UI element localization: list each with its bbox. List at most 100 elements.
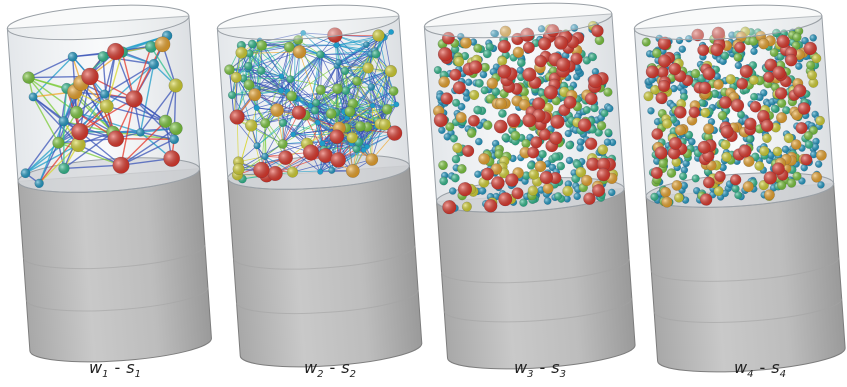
node-highlight bbox=[483, 120, 493, 130]
node-highlight bbox=[581, 174, 593, 186]
node-highlight bbox=[596, 168, 610, 182]
node-highlight bbox=[539, 171, 553, 185]
node-highlight bbox=[691, 174, 700, 183]
network-edge bbox=[282, 102, 317, 145]
node-highlight bbox=[688, 106, 700, 118]
node-highlight bbox=[703, 176, 715, 189]
node-highlight bbox=[785, 54, 798, 67]
network-edge bbox=[63, 164, 122, 170]
node-highlight bbox=[253, 162, 270, 178]
node-highlight bbox=[527, 161, 536, 170]
node-highlight bbox=[468, 60, 483, 74]
network-edge bbox=[282, 143, 321, 173]
node-highlight bbox=[71, 137, 86, 152]
node-highlight bbox=[330, 152, 346, 168]
network-node bbox=[317, 168, 324, 175]
node-highlight bbox=[770, 104, 779, 113]
node-highlight bbox=[511, 187, 524, 200]
node-highlight bbox=[542, 183, 554, 194]
node-highlight bbox=[328, 167, 336, 174]
node-highlight bbox=[641, 37, 651, 47]
node-highlight bbox=[478, 187, 487, 195]
surface-band bbox=[236, 289, 419, 315]
network-edge bbox=[349, 90, 394, 112]
node-highlight bbox=[650, 167, 663, 179]
node-highlight bbox=[762, 133, 772, 143]
node-highlight bbox=[449, 68, 462, 81]
node-highlight bbox=[449, 187, 457, 195]
node-highlight bbox=[505, 173, 519, 187]
node-highlight bbox=[573, 192, 581, 200]
node-highlight bbox=[750, 93, 758, 101]
node-highlight bbox=[362, 62, 374, 74]
node-highlight bbox=[782, 106, 791, 115]
node-highlight bbox=[244, 61, 253, 70]
network-edge bbox=[282, 95, 292, 144]
node-highlight bbox=[438, 126, 446, 134]
network-edge bbox=[79, 131, 122, 166]
network-edge bbox=[375, 53, 397, 105]
node-highlight bbox=[590, 104, 599, 113]
node-highlight bbox=[443, 133, 451, 141]
network-edge bbox=[106, 51, 123, 107]
node-highlight bbox=[480, 86, 489, 95]
node-highlight bbox=[742, 181, 754, 192]
node-highlight bbox=[539, 128, 551, 141]
node-highlight bbox=[815, 160, 823, 168]
node-highlight bbox=[467, 128, 477, 138]
node-highlight bbox=[549, 131, 563, 145]
node-highlight bbox=[666, 168, 677, 178]
network-edge bbox=[370, 53, 394, 92]
node-highlight bbox=[578, 118, 592, 132]
node-highlight bbox=[462, 201, 472, 212]
network-edge bbox=[323, 143, 352, 150]
node-highlight bbox=[490, 163, 502, 175]
network-edge bbox=[235, 40, 261, 78]
network-edge bbox=[294, 54, 321, 99]
network-edge bbox=[28, 56, 73, 79]
network-edge bbox=[297, 88, 338, 100]
node-highlight bbox=[697, 140, 711, 154]
node-highlight bbox=[527, 146, 540, 159]
network-node bbox=[393, 101, 400, 108]
node-highlight bbox=[811, 171, 822, 183]
network-edge bbox=[282, 122, 325, 150]
node-highlight bbox=[481, 167, 494, 181]
node-highlight bbox=[791, 139, 802, 150]
node-highlight bbox=[776, 112, 787, 124]
node-highlight bbox=[586, 157, 600, 171]
network-edge bbox=[319, 54, 346, 72]
solid-cylinder-body bbox=[436, 187, 636, 370]
node-highlight bbox=[291, 105, 306, 120]
node-highlight bbox=[438, 76, 450, 88]
network-node bbox=[314, 119, 321, 126]
network-edge bbox=[370, 37, 386, 88]
node-highlight bbox=[720, 51, 730, 60]
node-highlight bbox=[480, 63, 490, 72]
node-highlight bbox=[777, 98, 787, 108]
network-edge bbox=[237, 143, 284, 176]
node-highlight bbox=[737, 110, 745, 119]
node-highlight bbox=[154, 36, 171, 52]
node-highlight bbox=[551, 96, 561, 106]
network-node bbox=[388, 29, 394, 35]
node-highlight bbox=[371, 49, 381, 59]
network-node bbox=[277, 87, 285, 94]
node-highlight bbox=[749, 75, 759, 85]
node-highlight bbox=[457, 103, 466, 111]
network-edge bbox=[292, 170, 332, 173]
node-highlight bbox=[816, 150, 827, 161]
node-highlight bbox=[736, 78, 748, 90]
node-highlight bbox=[658, 158, 668, 168]
node-highlight bbox=[735, 31, 747, 42]
network-nodes bbox=[20, 30, 183, 188]
network-edge bbox=[370, 86, 386, 125]
node-highlight bbox=[284, 41, 295, 53]
node-highlight bbox=[588, 52, 597, 62]
node-highlight bbox=[455, 112, 467, 123]
node-highlight bbox=[662, 118, 672, 129]
node-highlight bbox=[67, 51, 78, 62]
node-highlight bbox=[245, 119, 258, 132]
node-highlight bbox=[243, 79, 255, 90]
node-highlight bbox=[691, 28, 704, 42]
